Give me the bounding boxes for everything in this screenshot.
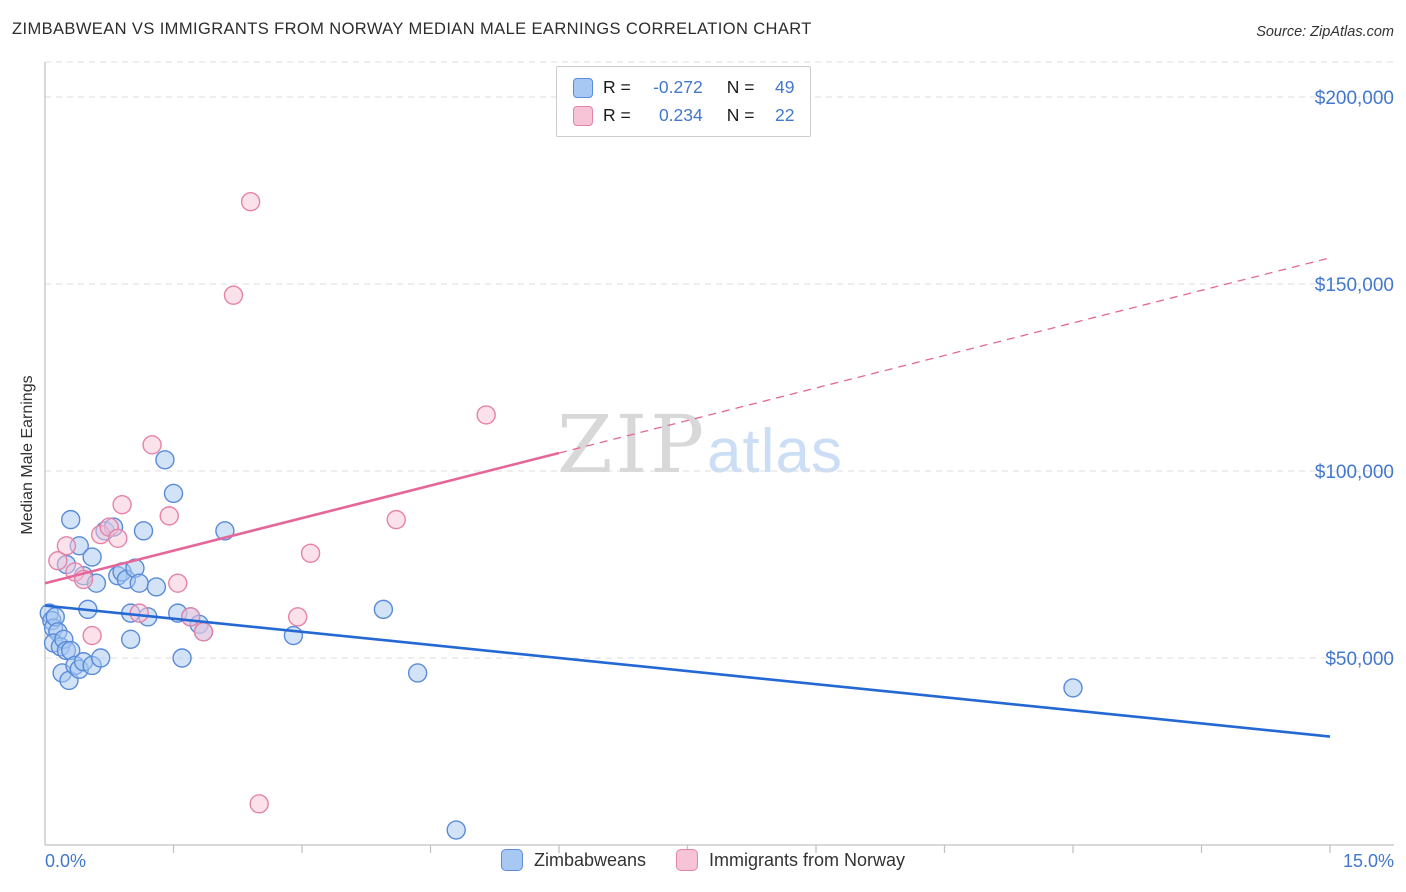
svg-text:$100,000: $100,000	[1315, 462, 1394, 483]
legend-row-zimbabweans: R = -0.272 N = 49	[573, 77, 794, 98]
n-label: N =	[726, 105, 755, 125]
r-label: R =	[603, 77, 631, 97]
series-legend: Zimbabweans Immigrants from Norway	[500, 849, 905, 871]
r-value-zimbabweans: -0.272	[653, 77, 703, 97]
x-axis-max-label: 15.0%	[1342, 851, 1394, 871]
svg-text:$200,000: $200,000	[1315, 88, 1394, 109]
n-value-norway: 22	[775, 105, 795, 125]
n-label: N =	[726, 77, 755, 97]
x-axis-min-label: 0.0%	[45, 851, 87, 871]
page-title: ZIMBABWEAN VS IMMIGRANTS FROM NORWAY MED…	[12, 20, 812, 38]
r-value-norway: 0.234	[658, 105, 703, 125]
zimbabweans-swatch	[500, 849, 523, 871]
legend-item-zimbabweans: Zimbabweans	[500, 849, 647, 871]
legend-label-zimbabweans: Zimbabweans	[533, 849, 647, 870]
svg-text:$150,000: $150,000	[1315, 275, 1394, 296]
legend-row-norway: R = 0.234 N = 22	[573, 105, 794, 126]
norway-swatch	[573, 105, 593, 126]
legend-label-norway: Immigrants from Norway	[709, 849, 906, 870]
legend-item-norway: Immigrants from Norway	[676, 849, 905, 871]
r-label: R =	[603, 105, 631, 125]
source-label: Source: ZipAtlas.com	[1256, 24, 1394, 40]
correlation-legend: R = -0.272 N = 49 R = 0.234 N = 22	[556, 66, 812, 137]
n-value-zimbabweans: 49	[775, 77, 795, 97]
svg-text:$50,000: $50,000	[1325, 649, 1394, 670]
zimbabweans-swatch	[573, 77, 593, 98]
norway-swatch	[676, 849, 699, 871]
